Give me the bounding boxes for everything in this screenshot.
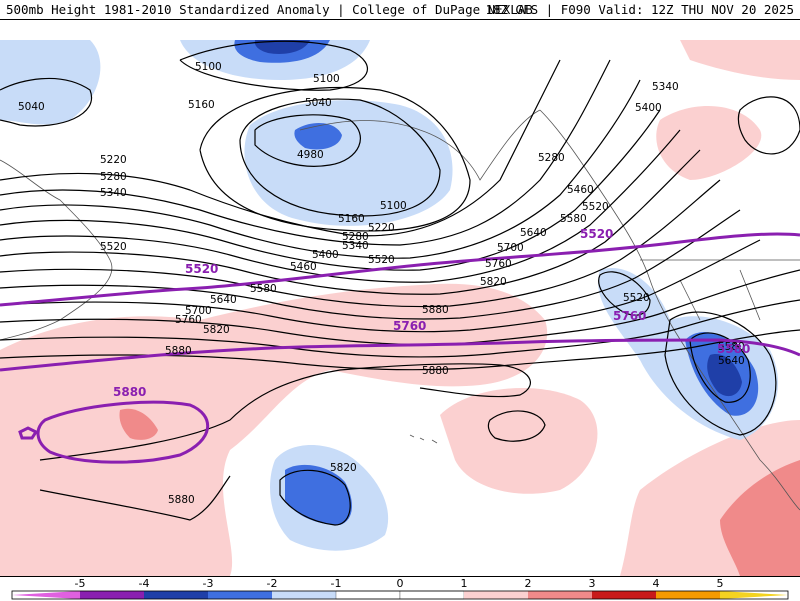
colorbar-segment: [208, 591, 272, 599]
contour-label: 4980: [297, 149, 324, 161]
contour-label: 5040: [18, 101, 45, 113]
contour-label: 5520: [623, 292, 650, 304]
strong-positive-anomaly: [119, 408, 158, 440]
colorbar-segment: [464, 591, 528, 599]
contour-label: 5820: [330, 462, 357, 474]
moderate-negative-low: [294, 123, 342, 150]
contour-label: 5100: [195, 61, 222, 73]
highlight-label-5580-east: 5580: [717, 342, 750, 356]
anomaly-colorbar: -5 -4 -3 -2 -1 0 1 2 3 4 5: [0, 576, 800, 600]
north-america-coast: [539, 109, 800, 511]
contour-label: 5700: [497, 242, 524, 254]
contour-5880: [36, 400, 209, 464]
map-header: 500mb Height 1981-2010 Standardized Anom…: [0, 0, 800, 20]
contour-label: 5640: [718, 355, 745, 367]
contour-label: 5580: [560, 213, 587, 225]
colorbar-outline: [11, 590, 789, 600]
strong-negative-trough: [707, 354, 742, 397]
colorbar-segment: [335, 590, 401, 600]
colorbar-tick: 2: [524, 577, 532, 590]
contour-labels: 5040 5100 5160 5100 5040 4980 5220 5280 …: [18, 61, 745, 506]
contour-label: 5280: [538, 152, 565, 164]
highlight-label-5760-east: 5760: [613, 309, 646, 323]
contour-5760: [0, 338, 800, 372]
colorbar-tick: -5: [74, 577, 86, 590]
contour-label: 5880: [422, 365, 449, 377]
contour-label: 5700: [185, 305, 212, 317]
contour-label: 5400: [635, 102, 662, 114]
colorbar-segment: [80, 591, 144, 599]
contour-label: 5640: [210, 294, 237, 306]
colorbar-segment: [528, 591, 592, 599]
colorbar-tick: -4: [138, 577, 150, 590]
map-title: 500mb Height 1981-2010 Standardized Anom…: [6, 2, 533, 17]
colorbar-tick: -1: [330, 577, 342, 590]
contour-label: 5760: [175, 314, 202, 326]
contour-label: 5220: [368, 222, 395, 234]
colorbar-tick: 3: [588, 577, 596, 590]
contour-label: 5340: [342, 240, 369, 252]
contour-label: 5880: [422, 304, 449, 316]
colorbar-tick: -3: [202, 577, 214, 590]
alaska-coast: [299, 109, 541, 181]
contour-label: 5100: [380, 200, 407, 212]
contour-5880-small: [18, 426, 39, 440]
anomaly-shading: [0, 40, 800, 576]
moderate-negative-south: [285, 464, 352, 525]
positive-anomaly-northeast: [656, 106, 762, 180]
contour-label: 5160: [188, 99, 215, 111]
colorbar-strip: [11, 590, 789, 600]
contour-label: 5460: [567, 184, 594, 196]
contour-label: 5880: [165, 345, 192, 357]
colorbar-segment: [399, 590, 465, 600]
colorbar-tick: 5: [716, 577, 724, 590]
colorbar-tick: 0: [396, 577, 404, 590]
colorbar-segment: [12, 591, 80, 599]
weather-map: 5040 5100 5160 5100 5040 4980 5220 5280 …: [0, 40, 800, 576]
contour-label: 5160: [338, 213, 365, 225]
contour-label: 5280: [342, 231, 369, 243]
colorbar-segment: [592, 591, 656, 599]
asia-coast: [0, 159, 113, 341]
contour-label: 5520: [582, 201, 609, 213]
coastlines: [0, 109, 800, 511]
contour-label: 5520: [100, 241, 127, 253]
highlight-label-5520: 5520: [185, 262, 218, 276]
contour-label: 5580: [250, 283, 277, 295]
colorbar-segment: [144, 591, 208, 599]
contour-label: 5520: [368, 254, 395, 266]
colorbar-segment: [272, 591, 336, 599]
highlight-contours: [0, 232, 800, 464]
negative-anomaly-northwest: [0, 40, 101, 125]
contour-label: 5280: [100, 171, 127, 183]
hawaii-islands: [409, 434, 438, 444]
colorbar-tick: 1: [460, 577, 468, 590]
contour-label: 5340: [652, 81, 679, 93]
contour-label: 5400: [312, 249, 339, 261]
contour-label: 5640: [520, 227, 547, 239]
contour-label: 5460: [290, 261, 317, 273]
contour-label: 5880: [168, 494, 195, 506]
contour-label: 5100: [313, 73, 340, 85]
positive-anomaly-ne-corner: [680, 40, 800, 80]
contour-label: 5820: [203, 324, 230, 336]
contour-label: 5760: [485, 258, 512, 270]
highlight-labels: 5520 5760 5880 5520 5760 5580: [113, 227, 750, 399]
valid-time: 18Z GFS | F090 Valid: 12Z THU NOV 20 202…: [485, 2, 794, 17]
contour-label: 5340: [100, 187, 127, 199]
contour-label: 5220: [100, 154, 127, 166]
contour-label: 5580: [718, 341, 745, 353]
colorbar-segment: [656, 591, 720, 599]
colorbar-segment: [720, 591, 788, 599]
colorbar-tick: 4: [652, 577, 660, 590]
highlight-label-5880: 5880: [113, 385, 146, 399]
highlight-label-5760: 5760: [393, 319, 426, 333]
contour-5520: [0, 232, 800, 307]
highlight-label-5520-east: 5520: [580, 227, 613, 241]
colorbar-tick: -2: [266, 577, 278, 590]
strong-positive-anomaly-se: [720, 460, 800, 576]
contour-label: 5040: [305, 97, 332, 109]
contour-label: 5820: [480, 276, 507, 288]
strong-negative-north: [254, 40, 310, 54]
